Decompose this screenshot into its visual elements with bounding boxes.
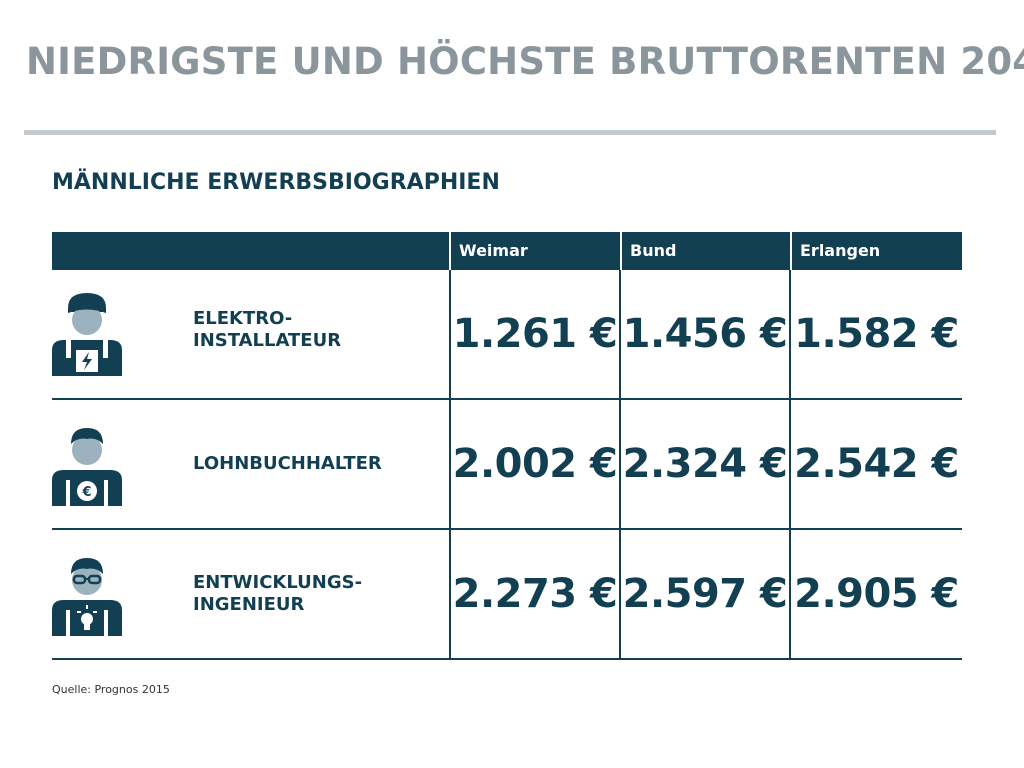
row-divider: [52, 528, 962, 530]
value-cell: 2.542 €: [794, 441, 959, 487]
column-divider: [789, 270, 791, 660]
page-title: NIEDRIGSTE UND HÖCHSTE BRUTTORENTEN 2040: [26, 40, 1024, 83]
value-cell: 2.905 €: [794, 571, 959, 617]
column-header-erlangen: Erlangen: [790, 232, 962, 270]
column-divider: [619, 270, 621, 660]
electrician-icon: [52, 293, 122, 376]
column-header-weimar: Weimar: [449, 232, 620, 270]
value-cell: 1.582 €: [794, 311, 959, 357]
value-cell: 2.324 €: [622, 441, 788, 487]
engineer-icon: [52, 558, 122, 636]
row-label-lohnbuchhalter: LOHNBUCHHALTER: [193, 453, 382, 474]
column-divider: [449, 270, 451, 660]
svg-text:€: €: [81, 485, 91, 500]
table-header: Weimar Bund Erlangen: [52, 232, 962, 270]
accountant-icon: €: [52, 428, 122, 506]
value-cell: 1.261 €: [452, 311, 618, 357]
title-divider: [24, 130, 996, 135]
table-subtitle: MÄNNLICHE ERWERBSBIOGRAPHIEN: [52, 170, 500, 195]
table-row: ELEKTRO- INSTALLATEUR 1.261 € 1.456 € 1.…: [52, 270, 962, 398]
pension-table: Weimar Bund Erlangen ELEKTRO- INSTALLATE…: [52, 232, 962, 661]
table-bottom-border: [52, 658, 962, 660]
value-cell: 2.002 €: [452, 441, 618, 487]
row-label-entwicklungsingenieur: ENTWICKLUNGS- INGENIEUR: [193, 572, 363, 615]
row-label-elektroinstallateur: ELEKTRO- INSTALLATEUR: [193, 308, 342, 351]
column-header-bund: Bund: [620, 232, 790, 270]
row-divider: [52, 398, 962, 400]
source-note: Quelle: Prognos 2015: [52, 683, 170, 696]
value-cell: 2.597 €: [622, 571, 788, 617]
table-row: ENTWICKLUNGS- INGENIEUR 2.273 € 2.597 € …: [52, 530, 962, 658]
value-cell: 1.456 €: [622, 311, 788, 357]
table-row: € LOHNBUCHHALTER 2.002 € 2.324 € 2.542 €: [52, 400, 962, 528]
value-cell: 2.273 €: [452, 571, 618, 617]
